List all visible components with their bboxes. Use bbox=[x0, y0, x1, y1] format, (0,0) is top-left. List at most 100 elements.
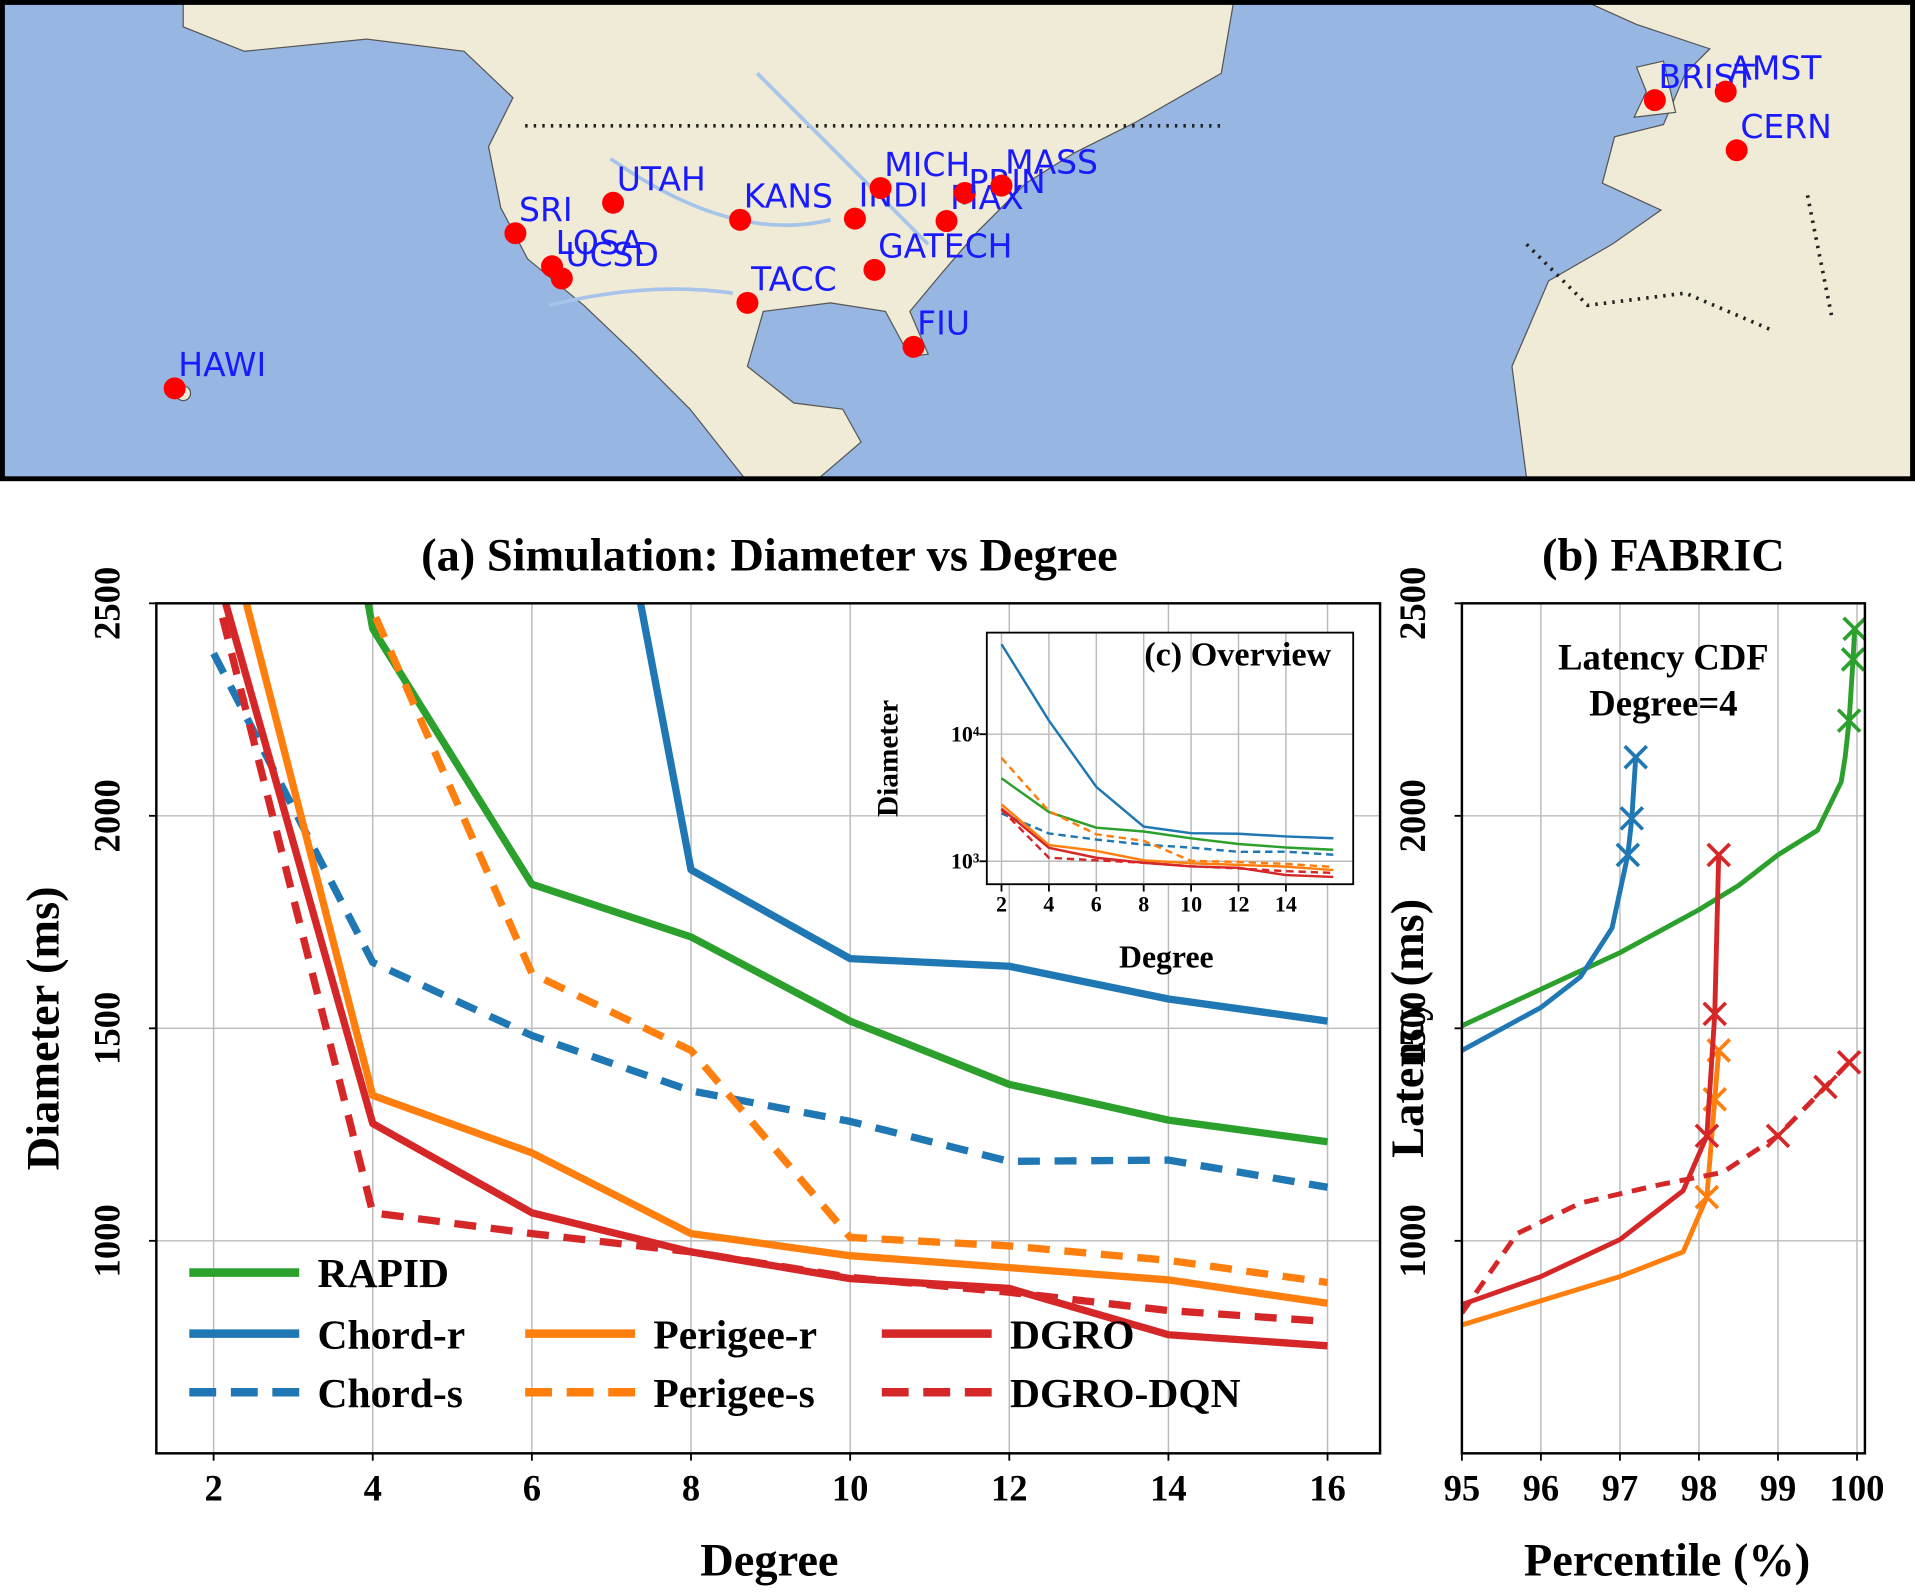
y-tick-label: 1500 bbox=[1392, 992, 1433, 1065]
site-dot bbox=[1643, 89, 1666, 112]
site-label: BRIST bbox=[1659, 57, 1756, 96]
series-group bbox=[210, 603, 1329, 1350]
site-label: SRI bbox=[519, 190, 573, 229]
point-marker bbox=[1706, 842, 1732, 868]
chart-title: (c) Overview bbox=[1144, 637, 1331, 674]
x-tick-label: 95 bbox=[1444, 1467, 1481, 1508]
x-tick-label: 4 bbox=[1043, 891, 1054, 916]
x-tick-label: 99 bbox=[1760, 1467, 1797, 1508]
plot-background bbox=[986, 632, 1354, 885]
y-tick-label: 2500 bbox=[1392, 567, 1433, 640]
point-marker bbox=[1694, 1123, 1720, 1149]
legend-label: RAPID bbox=[318, 1250, 449, 1296]
site-label: FIU bbox=[917, 304, 970, 343]
annotation: Degree=4 bbox=[1589, 683, 1737, 724]
y-tick-label: 2000 bbox=[87, 779, 128, 852]
chart-title: (b) FABRIC bbox=[1542, 530, 1785, 581]
site-label: MASS bbox=[1005, 142, 1098, 181]
x-axis-label: Percentile (%) bbox=[1524, 1535, 1810, 1586]
annotation: Latency CDF bbox=[1558, 636, 1769, 677]
plot-frame bbox=[1460, 602, 1867, 1455]
site-dot bbox=[736, 291, 759, 314]
x-tick-label: 6 bbox=[1091, 891, 1102, 916]
site-label: HAWI bbox=[178, 345, 266, 384]
series-line bbox=[210, 651, 1329, 1191]
x-tick-label: 12 bbox=[1228, 891, 1250, 916]
point-marker bbox=[1623, 744, 1649, 770]
series-line bbox=[364, 603, 1329, 1146]
site-dot bbox=[163, 377, 186, 400]
point-marker bbox=[1836, 1050, 1862, 1075]
series-line bbox=[1461, 1050, 1722, 1328]
site-dot bbox=[902, 335, 925, 358]
x-tick-label: 98 bbox=[1681, 1467, 1718, 1508]
legend-label: DGRO-DQN bbox=[1010, 1370, 1241, 1416]
map-frame bbox=[0, 0, 1915, 482]
point-marker bbox=[1702, 1001, 1728, 1027]
series-line bbox=[1461, 1060, 1851, 1315]
site-dot bbox=[1714, 80, 1737, 103]
chart: 2 4 6 8 10 12 14 10³ 10⁴ (c) Overview Degree Diamet… bbox=[873, 631, 1355, 974]
legend-label: Perigee-r bbox=[653, 1311, 817, 1357]
point-marker bbox=[1694, 1184, 1720, 1210]
site-label: INDI bbox=[859, 175, 929, 214]
series-line bbox=[215, 603, 1328, 1326]
series-line bbox=[1461, 757, 1639, 1053]
x-axis-label: Degree bbox=[1119, 939, 1214, 974]
site-dot bbox=[869, 177, 892, 200]
point-marker bbox=[1836, 708, 1862, 733]
y-axis-label: Diameter bbox=[873, 700, 905, 817]
x-tick-label: 2 bbox=[204, 1467, 222, 1508]
x-tick-label: 16 bbox=[1309, 1467, 1346, 1508]
y-tick-label: 1500 bbox=[87, 992, 128, 1065]
x-tick-label: 10 bbox=[1180, 891, 1202, 916]
series-line bbox=[636, 603, 1329, 1025]
legend-label: Chord-r bbox=[318, 1311, 466, 1357]
site-label: UTAH bbox=[617, 160, 706, 199]
point-marker bbox=[1765, 1123, 1791, 1149]
x-tick-label: 8 bbox=[682, 1467, 700, 1508]
site-label: CERN bbox=[1740, 107, 1831, 146]
series-line bbox=[1000, 808, 1334, 875]
site-label: TACC bbox=[750, 260, 837, 299]
point-marker bbox=[1813, 1074, 1838, 1100]
y-axis-label: Latency (ms) bbox=[1383, 899, 1434, 1158]
europe-africa bbox=[1511, 2, 1913, 479]
series-line bbox=[1000, 803, 1334, 872]
x-tick-label: 96 bbox=[1523, 1467, 1560, 1508]
x-tick-label: 100 bbox=[1830, 1467, 1885, 1508]
chart-title: (a) Simulation: Diameter vs Degree bbox=[421, 530, 1118, 581]
site-label: LOSA bbox=[556, 223, 644, 262]
site-dot bbox=[729, 208, 752, 231]
y-tick-label: 2000 bbox=[1392, 779, 1433, 852]
site-label: AMST bbox=[1729, 48, 1822, 87]
site-dot bbox=[1725, 139, 1748, 162]
site-label: MICH bbox=[884, 145, 970, 184]
x-tick-label: 14 bbox=[1150, 1467, 1187, 1508]
y-tick-label: 10⁴ bbox=[951, 722, 980, 747]
series-line bbox=[1000, 643, 1334, 840]
river bbox=[549, 71, 930, 308]
x-tick-label: 10 bbox=[832, 1467, 869, 1508]
series-line bbox=[242, 603, 1329, 1307]
x-tick-label: 12 bbox=[991, 1467, 1028, 1508]
series-line bbox=[221, 603, 1328, 1350]
y-tick-label: 1000 bbox=[1392, 1204, 1433, 1277]
point-marker bbox=[1619, 806, 1645, 831]
north-america bbox=[182, 2, 1235, 479]
legend-label: DGRO bbox=[1010, 1311, 1135, 1357]
series-group bbox=[1000, 643, 1334, 879]
y-tick-label: 2500 bbox=[87, 567, 128, 640]
site-dot bbox=[602, 191, 625, 214]
map: HAWISRILOSAUCSDUTAHKANSTACCINDIMICHMAXPR… bbox=[2, 2, 1913, 479]
site-dot bbox=[935, 210, 958, 233]
series-line bbox=[1001, 812, 1334, 856]
site-dot bbox=[550, 267, 573, 290]
site-dot bbox=[953, 181, 976, 204]
y-axis-label: Diameter (ms) bbox=[19, 886, 70, 1170]
y-tick-label: 1000 bbox=[87, 1204, 128, 1277]
border bbox=[1525, 195, 1834, 332]
site-dot bbox=[504, 222, 527, 245]
x-axis-label: Degree bbox=[700, 1535, 838, 1586]
plot-frame bbox=[985, 631, 1355, 886]
